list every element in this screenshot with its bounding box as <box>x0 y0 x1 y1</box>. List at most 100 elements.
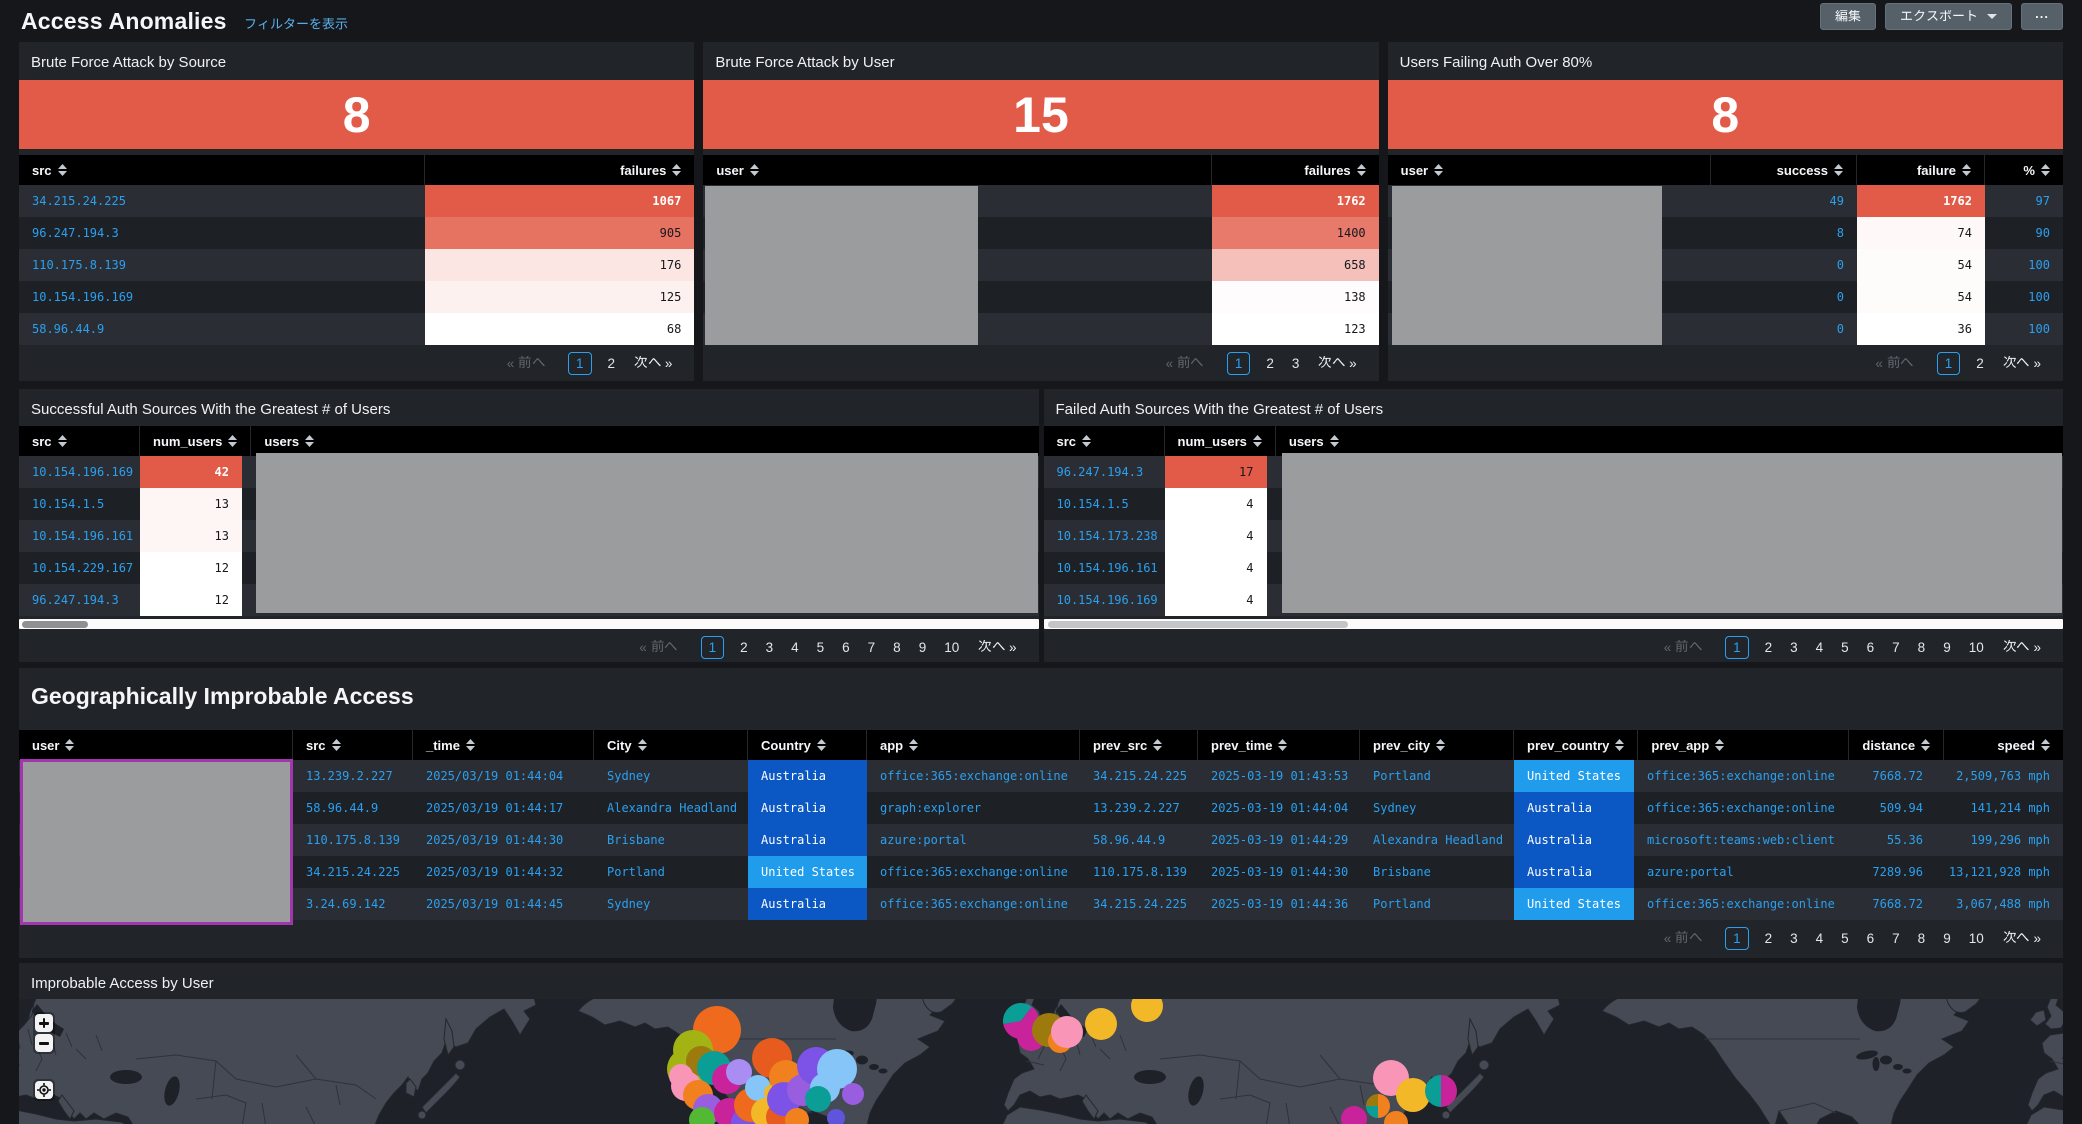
map-bubble[interactable] <box>827 1109 845 1124</box>
cell-src[interactable]: 3.24.69.142 <box>306 897 386 911</box>
pagination-prev[interactable]: « <box>1664 931 1702 946</box>
column-header-app[interactable]: app <box>867 730 1080 760</box>
cell--time[interactable]: 2025/03/19 01:44:32 <box>426 865 564 879</box>
pagination-prev[interactable]: « <box>1166 356 1204 371</box>
pagination-next[interactable]: » <box>1318 356 1357 371</box>
column-header-country[interactable]: Country <box>748 730 867 760</box>
column-header-num-users[interactable]: num_users <box>140 426 252 456</box>
pagination-page-2[interactable]: 2 <box>607 355 616 371</box>
cell-prev-country[interactable]: United States <box>1514 888 1634 920</box>
cell-speed[interactable]: 13,121,928 mph <box>1948 865 2050 879</box>
cell-distance[interactable]: 7668.72 <box>1872 897 1923 911</box>
cell-prev-app[interactable]: azure:portal <box>1647 865 1734 879</box>
pagination-page-1[interactable]: 1 <box>1725 635 1749 659</box>
pagination-page-5[interactable]: 5 <box>816 639 825 655</box>
pagination-page-9[interactable]: 9 <box>1943 930 1951 946</box>
cell--time[interactable]: 2025/03/19 01:44:17 <box>426 801 564 815</box>
cell-failures[interactable]: 125 <box>425 281 695 313</box>
map-bubble[interactable] <box>1085 1008 1117 1040</box>
column-header-num-users[interactable]: num_users <box>1165 426 1276 456</box>
cell--[interactable]: 100 <box>2028 290 2050 304</box>
cell-app[interactable]: office:365:exchange:online <box>880 897 1068 911</box>
pagination-page-10[interactable]: 10 <box>944 639 960 655</box>
pagination-page-3[interactable]: 3 <box>1790 639 1798 655</box>
cell-failures[interactable]: 68 <box>425 313 695 345</box>
pagination-page-4[interactable]: 4 <box>1815 639 1824 655</box>
cell-num-users[interactable]: 4 <box>1164 488 1267 520</box>
column-header-users[interactable]: users <box>251 426 1038 456</box>
column-header-prev-time[interactable]: prev_time <box>1198 730 1360 760</box>
pagination-next[interactable]: » <box>978 640 1017 655</box>
cell-src[interactable]: 10.154.196.169 <box>1056 593 1158 607</box>
cell-failure[interactable]: 54 <box>1856 281 1985 313</box>
cell-src[interactable]: 58.96.44.9 <box>32 322 105 336</box>
single-value-brute-force-by-source[interactable]: 8 <box>19 80 695 149</box>
pagination-prev[interactable]: « <box>1664 640 1702 655</box>
map-bubble[interactable] <box>805 1086 831 1112</box>
cell-src[interactable]: 10.154.196.169 <box>32 290 134 304</box>
scrollbar-thumb[interactable] <box>22 620 88 628</box>
cell-src[interactable]: 58.96.44.9 <box>306 801 379 815</box>
column-header-src[interactable]: src <box>1044 426 1165 456</box>
cell-distance[interactable]: 55.36 <box>1886 833 1923 847</box>
cell-failures[interactable]: 1762 <box>1211 185 1379 217</box>
cell-src[interactable]: 110.175.8.139 <box>306 833 400 847</box>
cell-country[interactable]: Australia <box>748 888 867 920</box>
column-header-failures[interactable]: failures <box>425 155 694 185</box>
cell-prev-country[interactable]: Australia <box>1514 792 1634 824</box>
map-bubble[interactable] <box>842 1083 864 1105</box>
cell-speed[interactable]: 141,214 mph <box>1970 801 2050 815</box>
pagination-page-2[interactable]: 2 <box>1266 355 1274 371</box>
pagination-page-2[interactable]: 2 <box>740 639 748 655</box>
cell-country[interactable]: United States <box>748 856 867 888</box>
column-header-prev-city[interactable]: prev_city <box>1360 730 1514 760</box>
pagination-prev[interactable]: « <box>1875 356 1914 371</box>
cell-src[interactable]: 10.154.1.5 <box>32 497 105 511</box>
cell-prev-src[interactable]: 110.175.8.139 <box>1093 865 1187 879</box>
cell-prev-app[interactable]: office:365:exchange:online <box>1647 801 1835 815</box>
horizontal-scrollbar[interactable] <box>1043 619 2063 629</box>
column-header-success[interactable]: success <box>1711 155 1857 185</box>
column-header-user[interactable]: user <box>1388 155 1711 185</box>
zoom-out-button[interactable] <box>35 1034 53 1052</box>
cell-prev-time[interactable]: 2025-03-19 01:44:04 <box>1211 801 1349 815</box>
pagination-page-10[interactable]: 10 <box>1968 930 1984 946</box>
cell-prev-app[interactable]: microsoft:teams:web:client <box>1647 833 1835 847</box>
cell-src[interactable]: 10.154.1.5 <box>1056 497 1129 511</box>
cell-country[interactable]: Australia <box>748 824 867 856</box>
map-bubble[interactable] <box>785 1108 809 1124</box>
column-header-src[interactable]: src <box>19 426 140 456</box>
map-bubble[interactable] <box>1384 1111 1408 1124</box>
column-header--time[interactable]: _time <box>413 730 594 760</box>
pagination-next[interactable]: » <box>2003 931 2041 946</box>
cell-prev-country[interactable]: Australia <box>1514 824 1634 856</box>
cell-prev-city[interactable]: Sydney <box>1373 801 1417 815</box>
pagination-page-8[interactable]: 8 <box>1917 639 1926 655</box>
cell-src[interactable]: 10.154.196.161 <box>1056 561 1158 575</box>
cell-prev-src[interactable]: 13.239.2.227 <box>1093 801 1180 815</box>
pagination-page-4[interactable]: 4 <box>1815 930 1824 946</box>
map-bubble[interactable] <box>1051 1016 1083 1048</box>
show-filters-link[interactable] <box>244 17 348 32</box>
cell-failures[interactable]: 138 <box>1211 281 1379 313</box>
cell-failures[interactable]: 123 <box>1211 313 1379 345</box>
cell-src[interactable]: 34.215.24.225 <box>306 865 400 879</box>
cell-src[interactable]: 10.154.173.238 <box>1056 529 1158 543</box>
cell-failures[interactable]: 905 <box>425 217 695 249</box>
cell-distance[interactable]: 7289.96 <box>1872 865 1923 879</box>
pagination-page-1[interactable]: 1 <box>568 351 592 375</box>
cell-num-users[interactable]: 12 <box>140 584 242 616</box>
cell-prev-src[interactable]: 34.215.24.225 <box>1093 897 1187 911</box>
cell-distance[interactable]: 7668.72 <box>1872 769 1923 783</box>
zoom-in-button[interactable] <box>35 1014 53 1032</box>
cell-num-users[interactable]: 42 <box>140 456 242 488</box>
pagination-page-2[interactable]: 2 <box>1976 355 1984 371</box>
cell-num-users[interactable]: 12 <box>140 552 242 584</box>
cell-country[interactable]: Australia <box>748 760 867 792</box>
map-bubble[interactable] <box>726 1059 752 1085</box>
pagination-page-1[interactable]: 1 <box>1936 351 1961 375</box>
cell--time[interactable]: 2025/03/19 01:44:30 <box>426 833 564 847</box>
pagination-page-10[interactable]: 10 <box>1968 639 1984 655</box>
cell-num-users[interactable]: 4 <box>1164 520 1267 552</box>
map-bubble-segment[interactable] <box>1366 1094 1378 1106</box>
